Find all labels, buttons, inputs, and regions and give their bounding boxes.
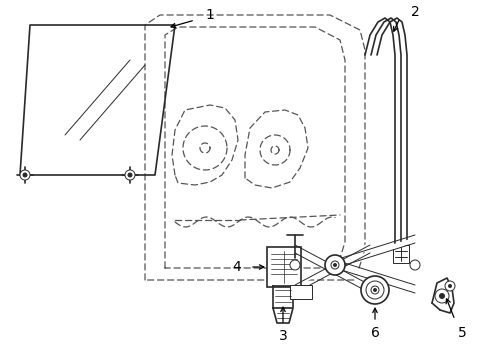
Polygon shape: [20, 25, 175, 175]
Circle shape: [332, 263, 336, 267]
FancyBboxPatch shape: [392, 245, 408, 263]
Text: 2: 2: [410, 5, 419, 19]
Polygon shape: [272, 308, 292, 323]
Text: 5: 5: [457, 326, 466, 340]
Circle shape: [325, 255, 345, 275]
Text: 1: 1: [205, 8, 214, 22]
Text: 4: 4: [232, 260, 241, 274]
Circle shape: [125, 170, 135, 180]
Circle shape: [409, 260, 419, 270]
Circle shape: [128, 173, 132, 177]
Circle shape: [289, 260, 299, 270]
Circle shape: [360, 276, 388, 304]
Circle shape: [434, 289, 448, 303]
Text: 6: 6: [370, 326, 379, 340]
Circle shape: [23, 173, 27, 177]
FancyBboxPatch shape: [266, 247, 301, 287]
Circle shape: [370, 286, 378, 294]
Circle shape: [438, 293, 444, 299]
Circle shape: [447, 284, 451, 288]
Text: 3: 3: [278, 329, 287, 343]
Circle shape: [20, 170, 30, 180]
Circle shape: [372, 288, 376, 292]
Circle shape: [330, 261, 338, 269]
Circle shape: [444, 281, 454, 291]
Circle shape: [365, 281, 383, 299]
FancyBboxPatch shape: [289, 285, 311, 299]
